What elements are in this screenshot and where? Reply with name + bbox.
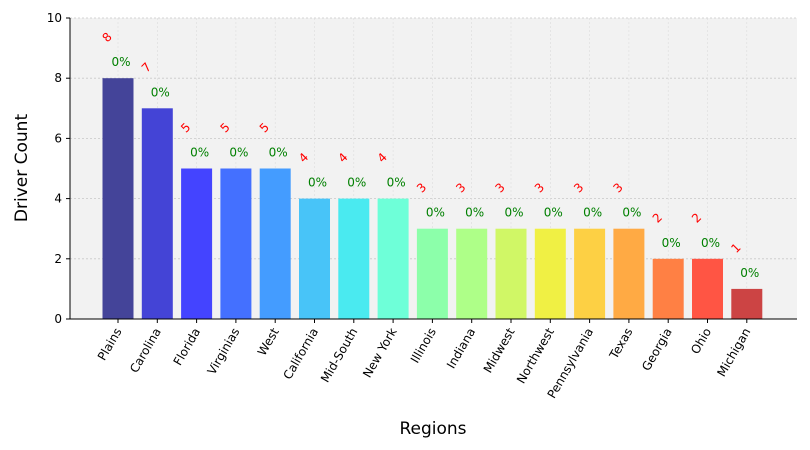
bar xyxy=(416,228,448,319)
y-tick-label: 8 xyxy=(54,71,62,85)
y-tick-label: 4 xyxy=(54,192,62,206)
bar xyxy=(495,228,527,319)
bar xyxy=(652,258,684,319)
bar xyxy=(259,168,291,319)
bar xyxy=(377,198,409,319)
bars xyxy=(102,78,763,319)
bar xyxy=(338,198,370,319)
y-tick-label: 6 xyxy=(54,131,62,145)
x-tick-label: Carolina xyxy=(127,326,164,376)
y-tick-label: 2 xyxy=(54,252,62,266)
percent-label: 0% xyxy=(465,206,484,220)
bar xyxy=(574,228,606,319)
bar xyxy=(220,168,252,319)
x-tick-label: Plains xyxy=(95,326,125,363)
y-axis-title: Driver Count xyxy=(12,114,32,223)
percent-label: 0% xyxy=(387,176,406,190)
bar xyxy=(141,108,173,319)
x-tick-label: California xyxy=(280,326,321,382)
y-tick-label: 10 xyxy=(47,11,62,25)
percent-label: 0% xyxy=(151,85,170,99)
percent-label: 0% xyxy=(701,236,720,250)
x-tick-label: New York xyxy=(360,325,400,380)
x-tick-label: Northwest xyxy=(514,325,557,386)
percent-label: 0% xyxy=(583,206,602,220)
x-tick-label: Mid-South xyxy=(318,326,360,385)
x-tick-label: Michigan xyxy=(714,326,753,380)
x-tick-label: Indiana xyxy=(444,326,478,371)
percent-label: 0% xyxy=(269,146,288,160)
percent-label: 0% xyxy=(544,206,563,220)
x-tick-label: Midwest xyxy=(481,325,518,375)
bar xyxy=(456,228,488,319)
x-axis-title: Regions xyxy=(399,419,466,439)
bar xyxy=(102,78,134,319)
percent-label: 0% xyxy=(622,206,641,220)
bar xyxy=(692,258,723,319)
bar xyxy=(731,288,763,319)
x-tick-label: Florida xyxy=(171,326,204,368)
bar xyxy=(181,168,213,319)
bar xyxy=(613,228,645,319)
percent-label: 0% xyxy=(347,176,366,190)
percent-label: 0% xyxy=(662,236,681,250)
percent-label: 0% xyxy=(308,176,327,190)
percent-label: 0% xyxy=(504,206,523,220)
x-tick-label: Texas xyxy=(606,326,635,363)
y-tick-label: 0 xyxy=(54,312,62,326)
x-tick-label: Ohio xyxy=(688,326,714,357)
x-tick-label: Illinois xyxy=(408,326,439,366)
x-tick-label: West xyxy=(255,325,282,358)
bar xyxy=(299,198,330,319)
bar xyxy=(534,228,566,319)
percent-label: 0% xyxy=(426,206,445,220)
percent-label: 0% xyxy=(111,55,130,69)
x-tick-label: Virginias xyxy=(205,326,243,378)
x-tick-label: Georgia xyxy=(639,326,675,374)
percent-label: 0% xyxy=(229,146,248,160)
percent-label: 0% xyxy=(190,146,209,160)
percent-label: 0% xyxy=(740,266,759,280)
